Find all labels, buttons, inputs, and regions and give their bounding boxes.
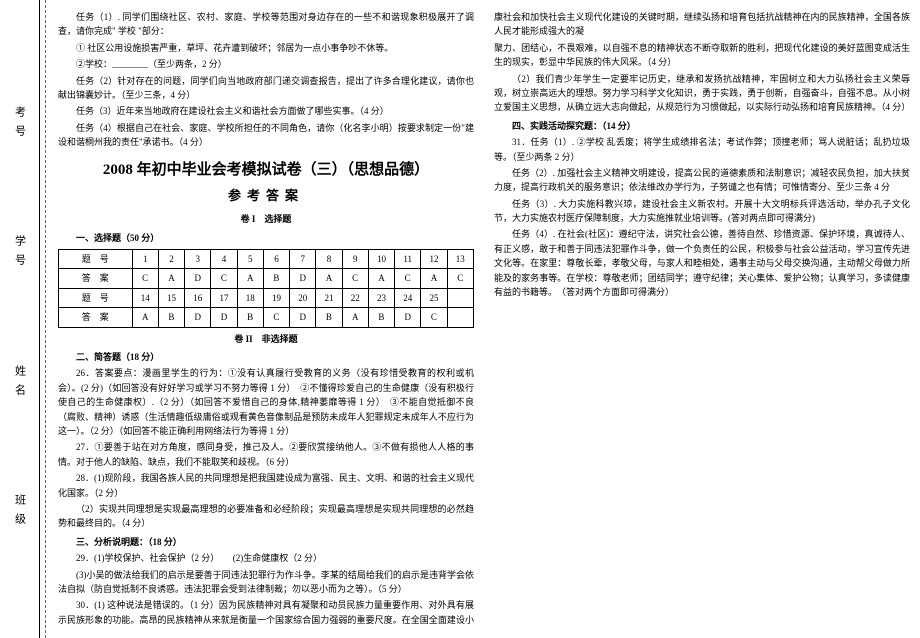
- cell: 5: [237, 250, 263, 269]
- fold-line: [45, 0, 46, 638]
- cell: C: [395, 269, 421, 288]
- right-p1: 聚力、团结心，不畏艰难，以自强不息的精神状态不断夺取新的胜利，把现代化建设的美好…: [494, 41, 910, 70]
- cell: 17: [211, 288, 237, 307]
- cell: 25: [421, 288, 447, 307]
- choice-header: 一、选择题（50 分）: [58, 231, 474, 245]
- cell: B: [158, 308, 184, 327]
- table-row: 题 号 1 2 3 4 5 6 7 8 9 10 11 12 13: [59, 250, 474, 269]
- right-p2: （2）我们青少年学生一定要牢记历史，继承和发扬抗战精神，牢固树立和大力弘扬社会主…: [494, 72, 910, 115]
- juan1-label: 卷 I 选择题: [58, 212, 474, 226]
- binding-label-banji: 班级: [12, 494, 28, 532]
- cell: 8: [316, 250, 342, 269]
- cell: A: [132, 308, 158, 327]
- main-title: 2008 年初中毕业会考模拟试卷（三）（思想品德）: [58, 158, 474, 182]
- cell: 16: [185, 288, 211, 307]
- cell: C: [263, 308, 289, 327]
- cell: 23: [368, 288, 394, 307]
- cell: D: [185, 269, 211, 288]
- cell: D: [290, 308, 316, 327]
- cell: 10: [368, 250, 394, 269]
- row-label: 答 案: [59, 308, 133, 327]
- cell: 1: [132, 250, 158, 269]
- cell: B: [263, 269, 289, 288]
- q29-2: (3)小吴的做法给我们的启示是要善于同违法犯罪行为作斗争。李某的结局给我们的启示…: [58, 568, 474, 597]
- cell: B: [368, 308, 394, 327]
- cell: C: [132, 269, 158, 288]
- cell: 3: [185, 250, 211, 269]
- cell: 21: [316, 288, 342, 307]
- task1-text: 任务（1）. 同学们围绕社区、农村、家庭、学校等范围对身边存在的一些不和谐现象积…: [58, 10, 474, 39]
- cell: D: [185, 308, 211, 327]
- cell: A: [342, 308, 368, 327]
- short-header: 二、简答题（18 分）: [58, 350, 474, 364]
- cell: C: [447, 269, 473, 288]
- page-content: 任务（1）. 同学们围绕社区、农村、家庭、学校等范围对身边存在的一些不和谐现象积…: [40, 0, 920, 638]
- binding-label-xuehao: 学号: [12, 235, 28, 273]
- cell: 22: [342, 288, 368, 307]
- row-label: 答 案: [59, 269, 133, 288]
- cell: 2: [158, 250, 184, 269]
- section4-header: 四、实践活动探究题：（14 分）: [494, 119, 910, 133]
- row-label: 题 号: [59, 288, 133, 307]
- sub-title: 参考答案: [58, 186, 474, 207]
- task1a-text: ① 社区公用设施损害严重，草坪、花卉遭到破坏；邻居为一点小事争吵不休等。: [58, 41, 474, 55]
- cell: C: [421, 308, 447, 327]
- q27: 27．①要善于站在对方角度，感同身受，推己及人。②要欣赏接纳他人。③不做有损他人…: [58, 440, 474, 469]
- cell: A: [421, 269, 447, 288]
- task4-text: 任务（4）根据自己在社会、家庭、学校所担任的不同角色，请你（化名李小明）按要求制…: [58, 121, 474, 150]
- cell: 14: [132, 288, 158, 307]
- cell: 11: [395, 250, 421, 269]
- cell: 20: [290, 288, 316, 307]
- q29-1: 29．(1)学校保护、社会保护（2 分） (2)生命健康权（2 分）: [58, 551, 474, 565]
- table-row: 答 案 A B D D B C D B A B D C: [59, 308, 474, 327]
- juan2-label: 卷 II 非选择题: [58, 332, 474, 346]
- cell: 24: [395, 288, 421, 307]
- q26: 26．答案要点：漫画里学生的行为：①没有认真履行受教育的义务（没有珍惜受教育的权…: [58, 366, 474, 438]
- q28-1: 28．(1)现阶段，我国各族人民的共同理想是把我国建设成为富强、民主、文明、和谐…: [58, 471, 474, 500]
- s4-2: 任务（2）. 加强社会主义精神文明建设，提高公民的道德素质和法制意识；减轻农民负…: [494, 166, 910, 195]
- task1b-text: ②学校：________（至少两条，2 分）: [58, 57, 474, 71]
- cell: 4: [211, 250, 237, 269]
- cell: 7: [290, 250, 316, 269]
- table-row: 答 案 C A D C A B D A C A C A C: [59, 269, 474, 288]
- binding-margin: 考号 学号 姓名 班级: [0, 0, 40, 638]
- cell: A: [368, 269, 394, 288]
- cell: 9: [342, 250, 368, 269]
- binding-label-kaohao: 考号: [12, 106, 28, 144]
- cell: C: [342, 269, 368, 288]
- cell: 13: [447, 250, 473, 269]
- cell: B: [237, 308, 263, 327]
- cell: A: [316, 269, 342, 288]
- cell: D: [395, 308, 421, 327]
- cell: 18: [237, 288, 263, 307]
- task2-text: 任务（2）针对存在的问题，同学们向当地政府部门递交调查报告，提出了许多合理化建议…: [58, 74, 474, 103]
- cell: A: [237, 269, 263, 288]
- s4-4: 任务（4）. 在社会(社区)：遵纪守法，讲究社会公德，善待自然、珍惜资源、保护环…: [494, 227, 910, 299]
- answer-table-1: 题 号 1 2 3 4 5 6 7 8 9 10 11 12 13 答 案 C …: [58, 249, 474, 328]
- s4-1: 31．任务（1）. ②学校 乱丢废；将学生成绩排名法；考试作弊；顶撞老师；骂人说…: [494, 135, 910, 164]
- binding-label-xingming: 姓名: [12, 365, 28, 403]
- cell: C: [211, 269, 237, 288]
- cell: B: [316, 308, 342, 327]
- s4-3: 任务（3）. 大力实施科教兴琼，建设社会主义新农村。开展十大文明标兵评选活动，举…: [494, 197, 910, 226]
- table-row: 题 号 14 15 16 17 18 19 20 21 22 23 24 25: [59, 288, 474, 307]
- cell: 15: [158, 288, 184, 307]
- q28-2: （2）实现共同理想是实现最高理想的必要准备和必经阶段；实现最高理想是实现共同理想…: [58, 502, 474, 531]
- cell: [447, 308, 473, 327]
- analysis-header: 三、分析说明题：（18 分）: [58, 535, 474, 549]
- task3-text: 任务（3）近年来当地政府在建设社会主义和谐社会方面做了哪些实事。（4 分）: [58, 104, 474, 118]
- cell: 19: [263, 288, 289, 307]
- cell: [447, 288, 473, 307]
- cell: 6: [263, 250, 289, 269]
- cell: A: [158, 269, 184, 288]
- cell: D: [211, 308, 237, 327]
- cell: 12: [421, 250, 447, 269]
- row-label: 题 号: [59, 250, 133, 269]
- cell: D: [290, 269, 316, 288]
